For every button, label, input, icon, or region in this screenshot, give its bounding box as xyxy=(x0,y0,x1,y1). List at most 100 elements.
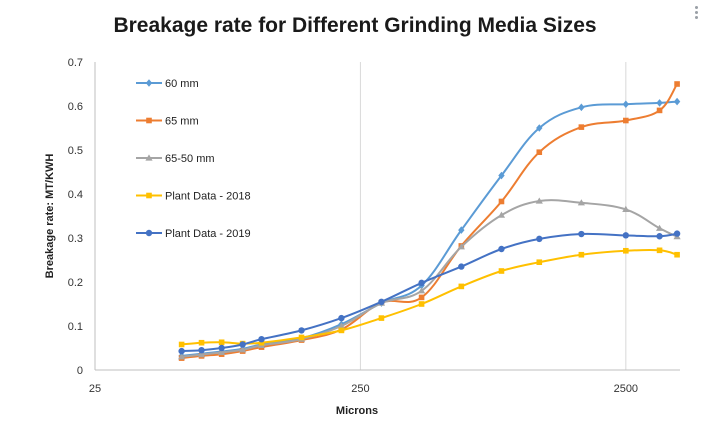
data-point xyxy=(536,149,543,155)
series-layer xyxy=(178,81,681,361)
legend-label: Plant Data - 2019 xyxy=(165,228,251,240)
data-point xyxy=(673,230,681,237)
more-options-icon[interactable] xyxy=(693,4,699,24)
y-tick-label: 0.4 xyxy=(68,189,83,201)
data-point xyxy=(674,251,680,258)
legend-label: 60 mm xyxy=(165,78,199,90)
data-point xyxy=(418,301,425,307)
y-tick-label: 0.6 xyxy=(68,101,83,113)
legend: 60 mm 65 mm 65-50 mm Plant Data - 2018 Plant… xyxy=(136,78,251,240)
data-point xyxy=(673,97,681,106)
data-point xyxy=(656,99,663,107)
data-point xyxy=(145,229,153,237)
data-point xyxy=(337,322,346,329)
series-line xyxy=(181,100,678,357)
data-point xyxy=(498,268,505,274)
data-point xyxy=(198,347,205,354)
data-point xyxy=(623,117,629,124)
data-point xyxy=(577,199,585,206)
data-point xyxy=(146,117,152,124)
data-point xyxy=(145,154,153,161)
data-point xyxy=(535,197,543,204)
data-point xyxy=(218,344,225,352)
data-point xyxy=(536,124,543,132)
x-tick-label: 25 xyxy=(89,383,101,395)
x-tick-label: 2500 xyxy=(614,383,638,395)
data-point xyxy=(458,263,465,270)
data-point xyxy=(674,81,680,87)
data-point xyxy=(578,124,585,130)
data-point xyxy=(623,247,629,254)
series-line xyxy=(181,199,678,358)
legend-label: 65-50 mm xyxy=(165,153,215,165)
data-point xyxy=(418,294,425,301)
y-tick-label: 0.3 xyxy=(68,233,83,245)
axes xyxy=(94,62,680,371)
data-point xyxy=(178,347,185,355)
y-axis-label: Breakage rate: MT/KWH xyxy=(44,154,56,279)
data-point xyxy=(655,224,664,231)
data-point xyxy=(145,79,153,87)
legend-item: Plant Data - 2018 xyxy=(136,191,251,203)
data-point xyxy=(338,314,345,322)
legend-label: Plant Data - 2018 xyxy=(165,191,251,203)
series-line xyxy=(181,248,678,346)
data-point xyxy=(218,348,226,355)
data-point xyxy=(378,315,385,321)
data-point xyxy=(378,298,385,305)
series-3 xyxy=(178,247,680,348)
legend-label: 65 mm xyxy=(165,116,199,128)
data-point xyxy=(498,171,505,180)
data-point xyxy=(239,341,246,348)
data-point xyxy=(258,339,265,346)
series-2 xyxy=(178,197,681,360)
data-point xyxy=(622,100,630,109)
data-point xyxy=(178,353,186,360)
data-point xyxy=(498,245,505,253)
data-point xyxy=(656,107,663,114)
y-tick-label: 0.5 xyxy=(68,145,83,157)
data-point xyxy=(622,205,630,212)
data-point xyxy=(146,192,152,199)
legend-item: 60 mm xyxy=(136,78,199,90)
data-point xyxy=(578,230,585,238)
data-point xyxy=(656,233,663,240)
y-tick-label: 0.7 xyxy=(68,57,83,69)
series-0 xyxy=(178,97,681,360)
data-point xyxy=(418,279,425,287)
data-point xyxy=(198,339,205,346)
data-point xyxy=(578,103,585,112)
chart-title: Breakage rate for Different Grinding Med… xyxy=(113,14,596,37)
data-point xyxy=(656,247,663,254)
legend-item: Plant Data - 2019 xyxy=(136,228,251,240)
tick-labels: 25 250 2500 0 0.1 0.2 0.3 0.4 0.5 0.6 0.7 xyxy=(68,57,638,395)
data-point xyxy=(258,336,265,343)
data-point xyxy=(497,211,506,218)
series-4 xyxy=(178,230,681,355)
data-point xyxy=(417,287,426,294)
data-point xyxy=(457,243,465,250)
data-point xyxy=(536,259,543,265)
data-point xyxy=(622,232,630,239)
legend-item: 65-50 mm xyxy=(136,153,215,165)
data-point xyxy=(458,283,465,290)
series-line xyxy=(181,83,678,360)
data-point xyxy=(218,339,225,346)
data-point xyxy=(498,198,505,205)
data-point xyxy=(536,235,543,243)
grid-lines xyxy=(359,62,627,370)
x-tick-label: 250 xyxy=(351,383,369,395)
data-point xyxy=(298,334,305,341)
y-tick-label: 0 xyxy=(77,365,83,377)
data-point xyxy=(298,327,305,334)
data-point xyxy=(239,346,247,353)
series-1 xyxy=(178,81,680,361)
data-point xyxy=(578,251,585,258)
legend-item: 65 mm xyxy=(136,116,199,128)
data-point xyxy=(197,351,206,358)
data-point xyxy=(338,327,345,334)
x-axis-label: Microns xyxy=(336,405,378,417)
series-line xyxy=(181,232,678,353)
y-tick-label: 0.2 xyxy=(68,277,83,289)
